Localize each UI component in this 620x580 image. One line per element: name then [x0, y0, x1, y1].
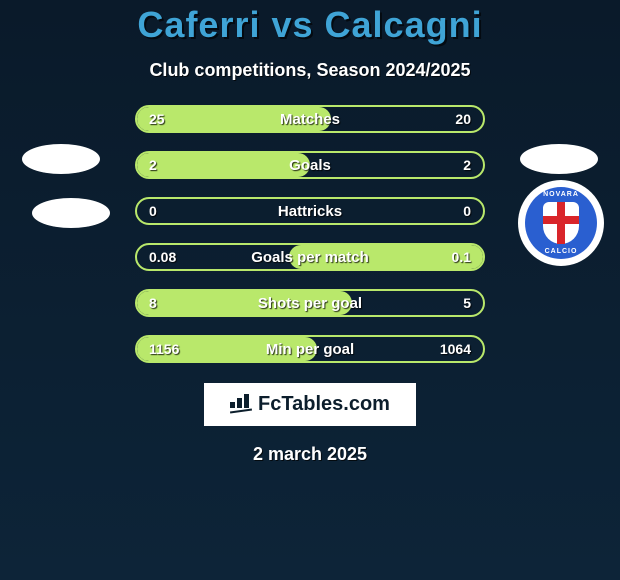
stat-value-right: 20	[455, 111, 471, 127]
stat-value-left: 0	[149, 203, 157, 219]
stat-label: Hattricks	[278, 203, 342, 220]
stat-label: Matches	[280, 111, 340, 128]
watermark-text: FcTables.com	[258, 393, 390, 416]
bar-chart-trend-icon	[230, 396, 252, 414]
stat-value-left: 1156	[149, 341, 179, 357]
stat-label: Goals	[289, 157, 331, 174]
stat-label: Shots per goal	[258, 295, 362, 312]
stat-row: 0 Hattricks 0	[135, 197, 485, 225]
stat-value-left: 2	[149, 157, 157, 173]
stat-row: 2 Goals 2	[135, 151, 485, 179]
watermark: FcTables.com	[204, 383, 416, 426]
page-title: Caferri vs Calcagni	[137, 4, 482, 46]
stat-row: 0.08 Goals per match 0.1	[135, 243, 485, 271]
stat-label: Min per goal	[266, 341, 354, 358]
subtitle: Club competitions, Season 2024/2025	[149, 60, 470, 81]
stat-value-right: 1064	[440, 341, 471, 357]
stats-area: 25Matches202Goals20Hattricks00.08Goals p…	[0, 105, 620, 363]
stat-row: 1156 Min per goal 1064	[135, 335, 485, 363]
stat-value-left: 0.08	[149, 249, 176, 265]
stat-value-right: 5	[463, 295, 471, 311]
stat-value-right: 0.1	[452, 249, 471, 265]
stat-fill-left	[137, 153, 310, 177]
stat-value-left: 25	[149, 111, 165, 127]
date-label: 2 march 2025	[253, 444, 367, 465]
stat-label: Goals per match	[251, 249, 369, 266]
comparison-card: Caferri vs Calcagni Club competitions, S…	[0, 0, 620, 580]
stat-value-right: 0	[463, 203, 471, 219]
stat-value-right: 2	[463, 157, 471, 173]
stat-value-left: 8	[149, 295, 157, 311]
stat-row: 25 Matches 20	[135, 105, 485, 133]
stat-row: 8 Shots per goal 5	[135, 289, 485, 317]
